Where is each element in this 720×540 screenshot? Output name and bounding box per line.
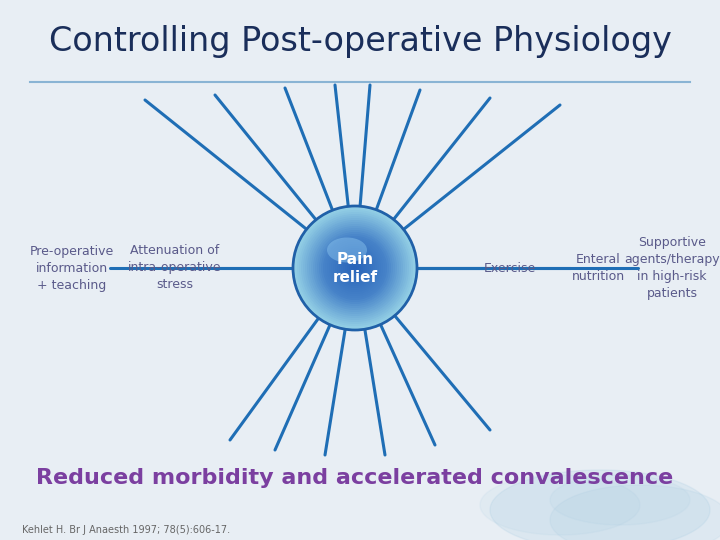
Circle shape: [307, 220, 403, 316]
Circle shape: [315, 228, 395, 308]
Circle shape: [323, 236, 387, 300]
Text: Pre-operative
information
+ teaching: Pre-operative information + teaching: [30, 245, 114, 292]
Ellipse shape: [327, 238, 367, 262]
Circle shape: [293, 206, 417, 330]
Circle shape: [349, 262, 361, 274]
Circle shape: [333, 246, 377, 290]
Text: Supportive
agents/therapy
in high-risk
patients: Supportive agents/therapy in high-risk p…: [624, 236, 720, 300]
Circle shape: [297, 210, 413, 326]
Circle shape: [303, 216, 407, 320]
Polygon shape: [490, 470, 710, 540]
Circle shape: [343, 256, 367, 280]
Circle shape: [325, 238, 385, 298]
Text: Attenuation of
intra-operative
stress: Attenuation of intra-operative stress: [128, 245, 222, 292]
Circle shape: [347, 260, 363, 276]
Circle shape: [301, 214, 409, 322]
Text: Enteral
nutrition: Enteral nutrition: [572, 253, 624, 283]
Circle shape: [319, 232, 391, 304]
Circle shape: [351, 264, 359, 272]
Circle shape: [331, 244, 379, 292]
Circle shape: [305, 218, 405, 318]
Polygon shape: [550, 475, 690, 525]
Text: Kehlet H. Br J Anaesth 1997; 78(5):606-17.: Kehlet H. Br J Anaesth 1997; 78(5):606-1…: [22, 525, 230, 535]
Circle shape: [321, 234, 389, 302]
Circle shape: [345, 258, 365, 278]
Circle shape: [339, 252, 371, 284]
Text: Reduced morbidity and accelerated convalescence: Reduced morbidity and accelerated conval…: [37, 468, 674, 488]
Circle shape: [329, 242, 381, 294]
Circle shape: [309, 222, 401, 314]
Circle shape: [299, 212, 411, 324]
Polygon shape: [480, 475, 640, 535]
Circle shape: [335, 248, 375, 288]
Text: Pain: Pain: [336, 253, 374, 267]
Circle shape: [341, 254, 369, 282]
Polygon shape: [550, 485, 720, 540]
Text: relief: relief: [333, 271, 377, 286]
Circle shape: [327, 240, 383, 296]
Text: Exercise: Exercise: [484, 261, 536, 274]
Circle shape: [311, 224, 399, 312]
Circle shape: [313, 226, 397, 310]
Circle shape: [337, 250, 373, 286]
Circle shape: [295, 208, 415, 328]
Circle shape: [317, 230, 393, 306]
Circle shape: [353, 266, 357, 270]
Text: Controlling Post-operative Physiology: Controlling Post-operative Physiology: [48, 25, 672, 58]
